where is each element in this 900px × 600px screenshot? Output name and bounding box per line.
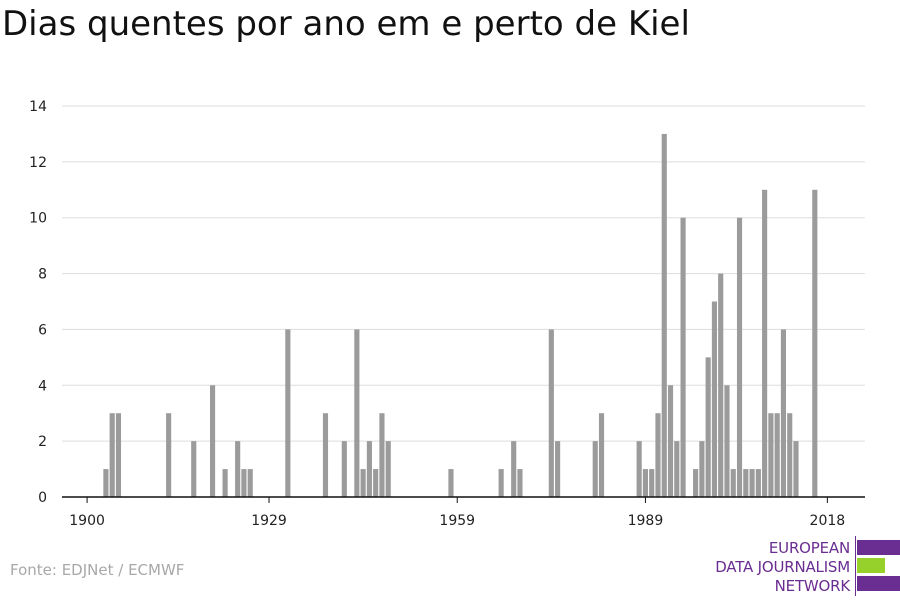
bar xyxy=(743,469,749,497)
bar xyxy=(762,189,768,498)
bar xyxy=(379,413,385,497)
x-axis-ticks xyxy=(86,497,828,503)
bar xyxy=(109,413,115,497)
bar xyxy=(498,469,504,497)
logo-line-network: NETWORK xyxy=(774,577,851,595)
bar xyxy=(812,189,818,498)
source-note: Fonte: EDJNet / ECMWF xyxy=(10,561,185,579)
bar xyxy=(793,441,799,497)
bar xyxy=(322,413,329,497)
bar xyxy=(511,441,517,497)
y-tick-label: 6 xyxy=(38,322,47,338)
bar xyxy=(373,469,379,497)
bar xyxy=(354,329,360,497)
bar xyxy=(780,329,787,497)
bar xyxy=(341,441,347,497)
y-tick-label: 14 xyxy=(29,99,47,115)
bar xyxy=(693,469,699,497)
bar xyxy=(680,217,686,497)
x-tick-label: 2018 xyxy=(810,513,846,529)
logo-bar-bottom xyxy=(857,576,900,591)
bar xyxy=(191,441,197,497)
logo-line-data-journalism: DATA JOURNALISM xyxy=(715,558,850,576)
x-axis-tick-labels: 1900 1929 1959 1989 2018 xyxy=(69,513,845,529)
bar xyxy=(661,133,667,497)
bar xyxy=(517,469,523,497)
x-tick-label: 1959 xyxy=(439,513,475,529)
bar xyxy=(705,357,711,497)
bar xyxy=(366,441,372,497)
bar xyxy=(241,469,247,497)
bar xyxy=(768,413,774,497)
y-tick-label: 12 xyxy=(29,155,47,171)
bars xyxy=(103,133,818,498)
y-tick-label: 0 xyxy=(38,490,47,506)
logo-bar-middle xyxy=(857,558,885,573)
y-tick-label: 8 xyxy=(38,267,47,283)
bar xyxy=(749,469,755,497)
x-tick-label: 1900 xyxy=(69,513,105,529)
y-axis-tick-labels: 0 2 4 6 8 10 12 14 xyxy=(29,99,47,506)
bar xyxy=(103,469,109,497)
bar xyxy=(360,469,366,497)
bar xyxy=(235,441,241,497)
bar xyxy=(247,469,253,497)
bar xyxy=(711,301,718,497)
bar xyxy=(774,413,780,497)
bar xyxy=(555,441,561,497)
x-tick-label: 1989 xyxy=(628,513,664,529)
bar xyxy=(115,413,122,497)
logo-bar-top xyxy=(857,540,900,555)
y-tick-label: 10 xyxy=(29,211,47,227)
bar xyxy=(755,469,761,497)
logo-divider xyxy=(855,536,856,596)
bar xyxy=(730,469,736,497)
bar xyxy=(166,413,172,497)
x-tick-label: 1929 xyxy=(251,513,287,529)
bar xyxy=(598,413,605,497)
bar xyxy=(724,385,730,497)
bar xyxy=(636,441,642,497)
bar xyxy=(222,469,228,497)
bar xyxy=(718,273,724,497)
bar xyxy=(667,385,674,497)
bar xyxy=(699,441,705,497)
edjnet-logo[interactable]: EUROPEAN DATA JOURNALISM NETWORK xyxy=(700,536,900,596)
bar xyxy=(642,469,649,497)
bar xyxy=(787,413,793,497)
bar xyxy=(209,385,216,497)
bar xyxy=(736,217,743,497)
bar xyxy=(448,469,454,497)
logo-line-european: EUROPEAN xyxy=(768,539,850,557)
bar xyxy=(592,441,598,497)
gridlines xyxy=(62,105,865,442)
bar xyxy=(674,441,680,497)
bar xyxy=(548,329,554,497)
y-tick-label: 4 xyxy=(38,378,47,394)
bar xyxy=(385,441,391,497)
bar xyxy=(649,469,655,497)
bar xyxy=(655,413,661,497)
bar xyxy=(285,329,291,497)
chart-title: Dias quentes por ano em e perto de Kiel xyxy=(2,4,690,44)
y-tick-label: 2 xyxy=(38,434,47,450)
